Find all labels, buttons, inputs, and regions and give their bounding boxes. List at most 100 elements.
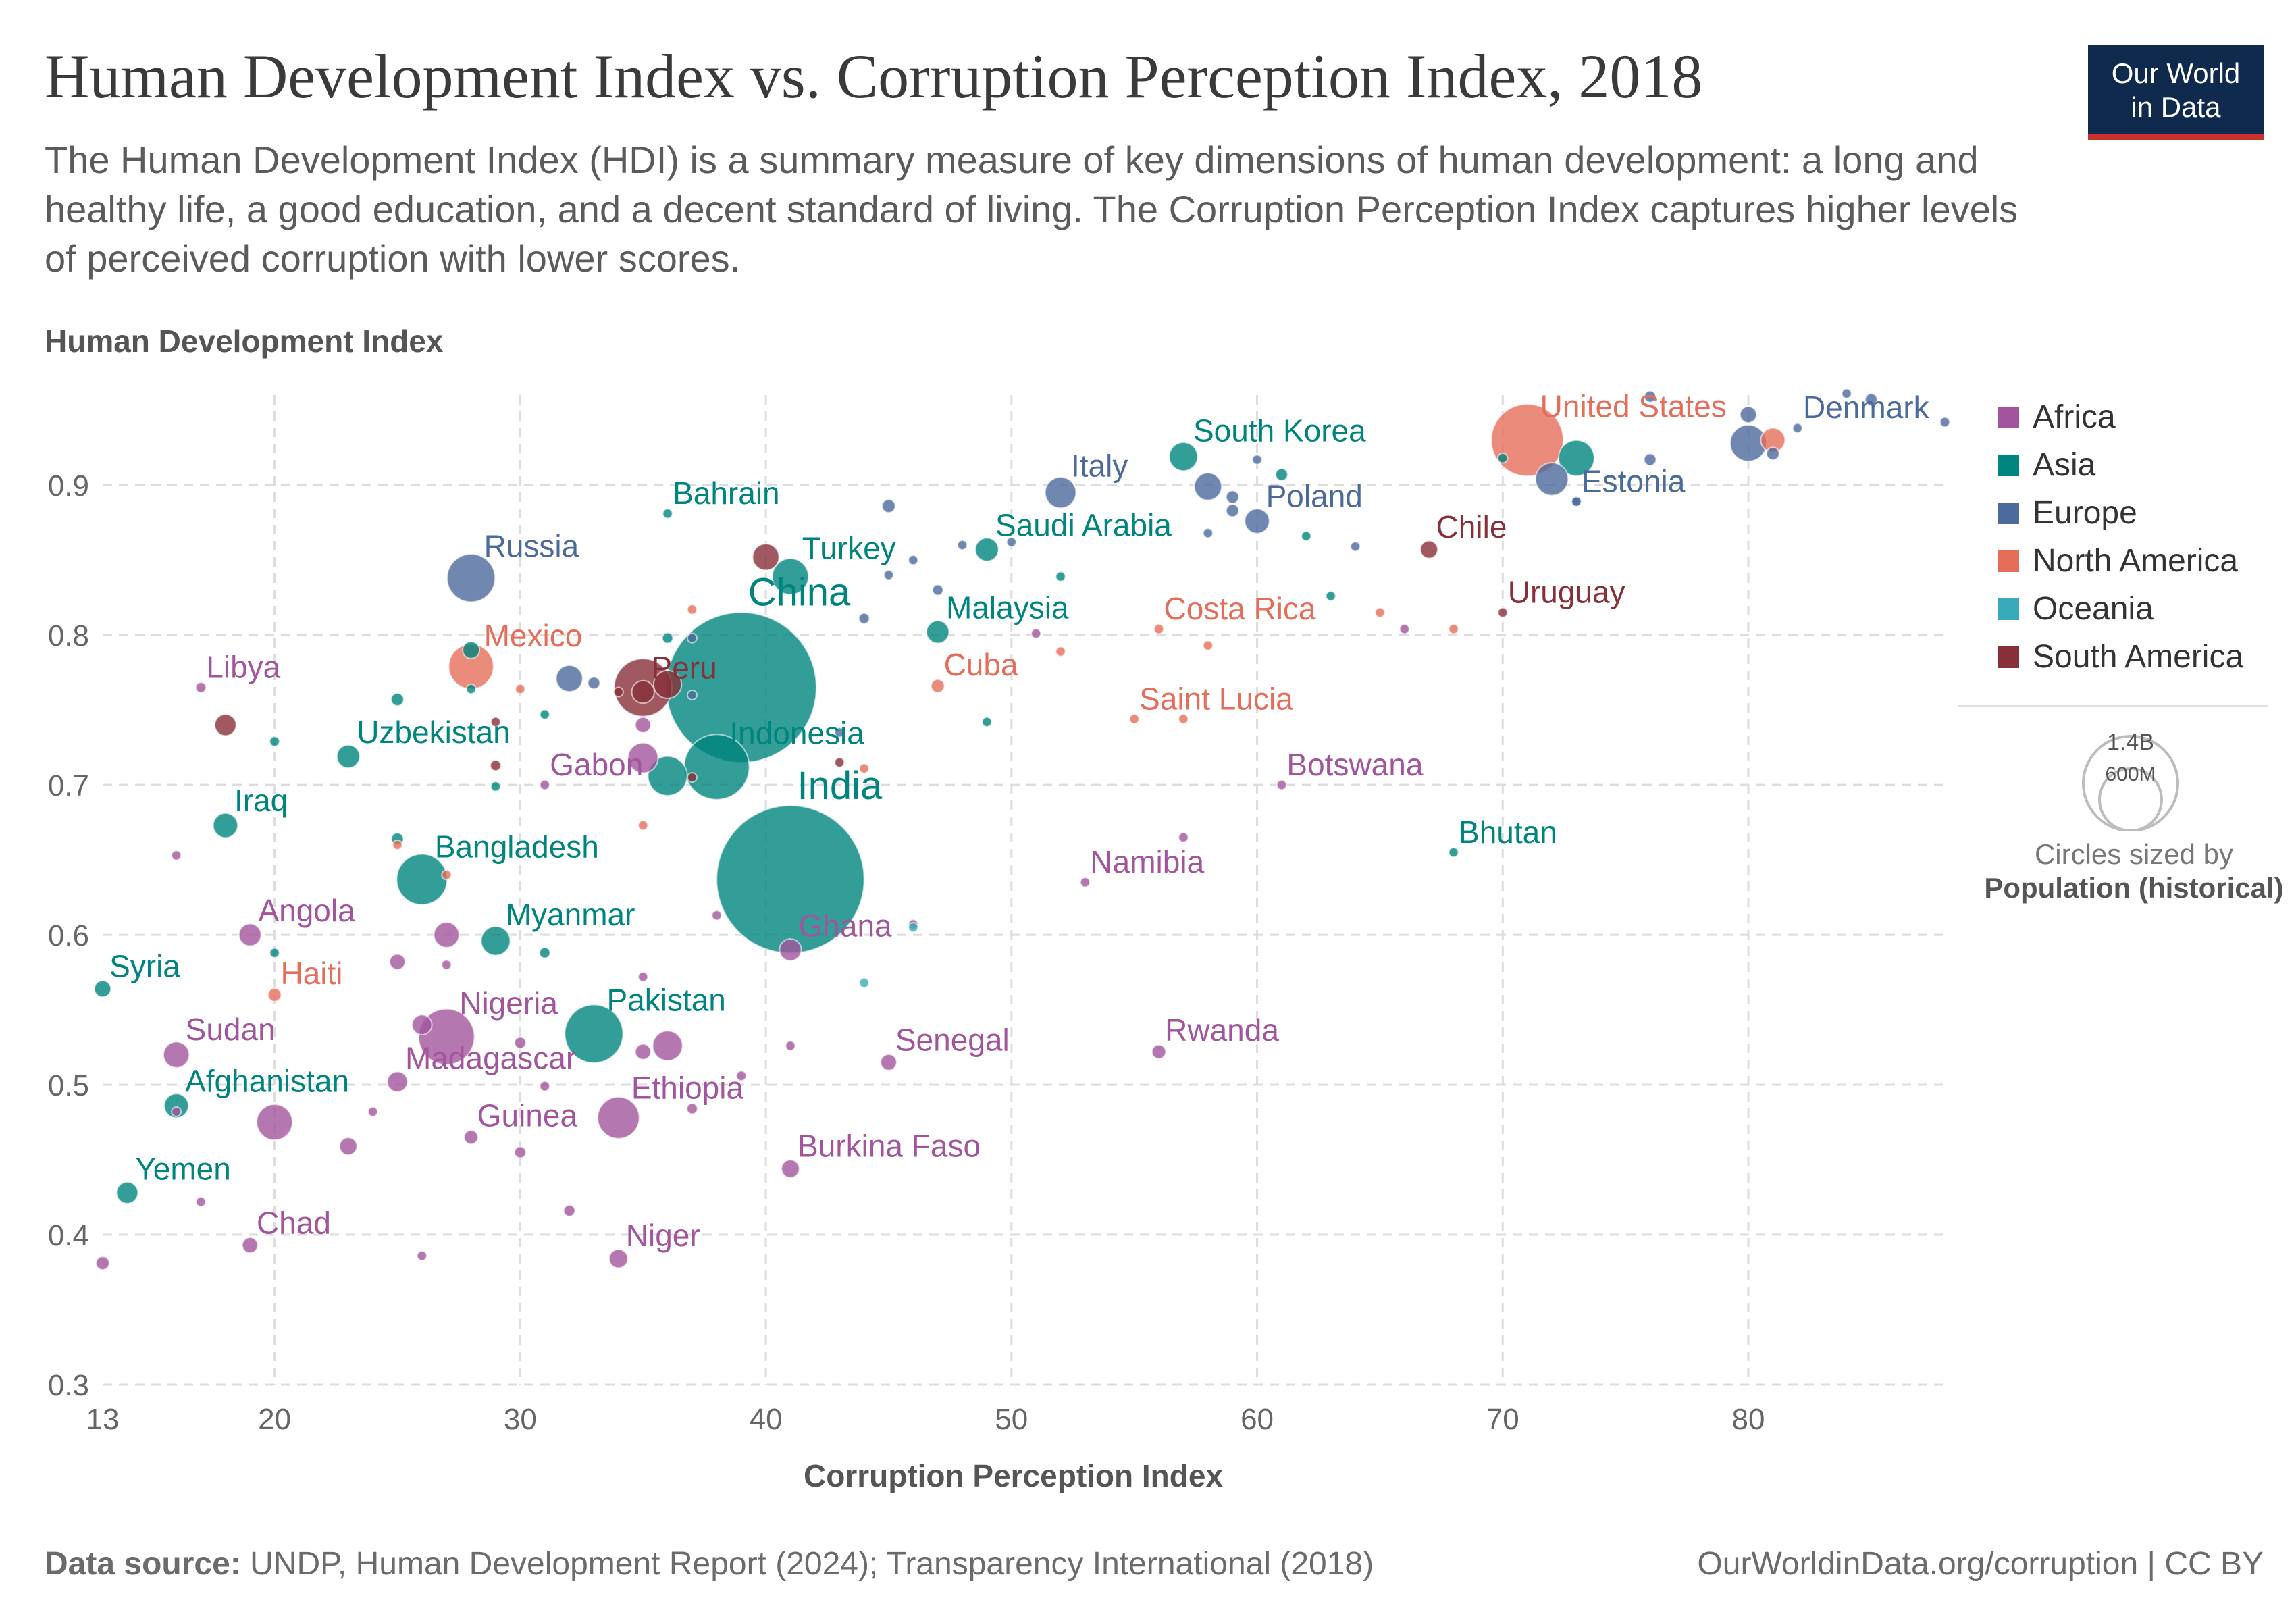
point-label: United States: [1540, 389, 1727, 424]
data-point: [858, 763, 870, 774]
data-point: [661, 632, 674, 644]
point-label: Madagascar: [405, 1041, 576, 1076]
legend-swatch: [1998, 406, 2019, 428]
legend-swatch: [1998, 598, 2019, 620]
point-label: Burkina Faso: [798, 1128, 981, 1163]
owid-logo[interactable]: Our World in Data: [2088, 45, 2264, 140]
point-label: Libya: [206, 649, 280, 684]
data-point: [1490, 403, 1564, 477]
point-label: Senegal: [895, 1023, 1010, 1058]
data-point: [171, 850, 182, 861]
point-label: Italy: [1071, 448, 1128, 484]
data-point: [686, 689, 698, 700]
license-link[interactable]: OurWorldinData.org/corruption | CC BY: [1697, 1546, 2264, 1582]
data-point: [908, 921, 919, 933]
data-point: [390, 692, 405, 706]
data-point: [608, 1248, 629, 1269]
data-point: [1497, 607, 1509, 618]
size-legend-big-circle: [2082, 735, 2179, 831]
data-point: [411, 1014, 433, 1036]
data-point: [652, 669, 683, 700]
data-point: [1178, 831, 1189, 843]
point-label: Peru: [652, 650, 717, 685]
legend-swatch: [1998, 454, 2019, 476]
legend-swatch: [1998, 646, 2019, 668]
data-point: [336, 744, 361, 769]
data-point: [463, 1129, 479, 1145]
data-point: [858, 977, 870, 989]
y-tick-label: 0.7: [48, 769, 89, 802]
data-point: [241, 1237, 259, 1254]
data-point: [711, 910, 723, 921]
data-point: [686, 772, 698, 783]
y-tick-label: 0.6: [48, 919, 89, 952]
data-point: [539, 1081, 550, 1092]
data-point: [195, 1196, 207, 1208]
data-point: [858, 612, 870, 625]
x-tick-label: 13: [86, 1403, 120, 1436]
data-point: [1275, 467, 1288, 482]
y-tick-label: 0.8: [48, 619, 89, 652]
data-point: [597, 1096, 640, 1139]
point-label: Cuba: [944, 647, 1018, 682]
legend-swatch: [1998, 550, 2019, 572]
data-point: [1374, 607, 1386, 618]
data-point: [752, 543, 780, 571]
legend-item[interactable]: Europe: [1998, 489, 2243, 537]
x-tick-label: 60: [1241, 1403, 1274, 1436]
legend-item[interactable]: South America: [1998, 633, 2243, 681]
data-point: [1044, 476, 1077, 509]
point-label: Estonia: [1582, 463, 1686, 498]
point-label: Denmark: [1803, 390, 1930, 425]
data-point: [1841, 388, 1852, 399]
data-point: [1644, 390, 1656, 403]
data-point: [213, 713, 237, 737]
data-point: [367, 1106, 379, 1118]
point-label: Malaysia: [946, 590, 1069, 625]
data-point: [563, 1204, 576, 1217]
chart-subtitle: The Human Development Index (HDI) is a s…: [45, 138, 2018, 280]
data-point: [1276, 779, 1287, 791]
data-point: [194, 681, 207, 694]
point-label: South Korea: [1193, 413, 1366, 448]
color-legend: Africa Asia Europe North America Oceania Sout…: [1998, 393, 2243, 681]
data-point: [1792, 422, 1803, 434]
logo-line-2: in Data: [2131, 91, 2221, 123]
data-point: [981, 716, 993, 727]
data-point: [1128, 713, 1140, 725]
data-point: [1244, 508, 1270, 534]
size-legend-small-label: 600M: [2105, 763, 2156, 786]
data-point: [267, 987, 282, 1002]
legend-item[interactable]: Africa: [1998, 393, 2243, 441]
data-point: [1448, 847, 1459, 858]
legend-label: North America: [2033, 543, 2239, 579]
data-point: [163, 1093, 190, 1119]
data-point: [539, 779, 550, 791]
data-point: [514, 1036, 527, 1050]
data-point: [480, 925, 511, 956]
data-point: [1534, 462, 1569, 496]
point-label: Pakistan: [606, 983, 725, 1018]
legend-label: Europe: [2033, 495, 2137, 531]
data-point: [735, 1070, 747, 1081]
legend-item[interactable]: North America: [1998, 537, 2243, 585]
point-label: Chile: [1436, 509, 1507, 544]
data-point: [446, 553, 496, 603]
data-point: [883, 569, 894, 581]
data-point: [1055, 571, 1066, 582]
data-point: [1168, 441, 1199, 472]
data-point: [931, 584, 944, 596]
legend-divider: [1958, 705, 2268, 707]
legend-item[interactable]: Oceania: [1998, 585, 2243, 633]
data-point: [95, 1256, 110, 1270]
point-label: Uzbekistan: [357, 715, 511, 750]
data-source: Data source: UNDP, Human Development Rep…: [45, 1545, 1374, 1583]
data-point: [662, 508, 673, 519]
legend-label: Africa: [2033, 399, 2116, 435]
legend-item[interactable]: Asia: [1998, 441, 2243, 489]
data-point: [441, 959, 452, 971]
data-point: [1643, 453, 1657, 467]
data-point: [163, 1041, 190, 1069]
data-point: [637, 820, 649, 831]
data-point: [1225, 490, 1240, 505]
